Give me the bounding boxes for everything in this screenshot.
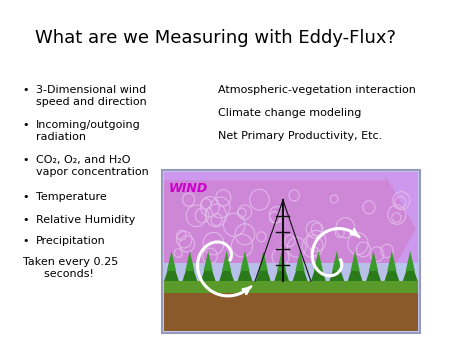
Text: •: • — [23, 192, 29, 202]
Text: Temperature: Temperature — [36, 192, 107, 202]
Polygon shape — [222, 251, 231, 271]
Polygon shape — [405, 251, 415, 271]
Polygon shape — [311, 259, 326, 281]
Polygon shape — [332, 251, 342, 271]
FancyBboxPatch shape — [164, 293, 418, 331]
Text: Relative Humidity: Relative Humidity — [36, 215, 135, 225]
Text: Incoming/outgoing
radiation: Incoming/outgoing radiation — [36, 120, 140, 142]
Polygon shape — [387, 251, 396, 271]
Polygon shape — [403, 259, 418, 281]
Polygon shape — [277, 251, 286, 271]
Polygon shape — [240, 251, 250, 271]
Polygon shape — [384, 259, 399, 281]
FancyBboxPatch shape — [162, 170, 419, 333]
Polygon shape — [167, 251, 176, 271]
Text: •: • — [23, 120, 29, 130]
Text: Taken every 0.25
      seconds!: Taken every 0.25 seconds! — [23, 257, 118, 279]
FancyBboxPatch shape — [164, 281, 418, 293]
Polygon shape — [329, 259, 344, 281]
Polygon shape — [219, 259, 234, 281]
Polygon shape — [314, 251, 323, 271]
Polygon shape — [164, 259, 179, 281]
Text: WIND: WIND — [169, 182, 208, 194]
FancyBboxPatch shape — [164, 172, 418, 331]
Polygon shape — [256, 259, 271, 281]
Polygon shape — [369, 251, 378, 271]
Text: Net Primary Productivity, Etc.: Net Primary Productivity, Etc. — [218, 131, 382, 141]
Polygon shape — [238, 259, 252, 281]
Text: 3-Dimensional wind
speed and direction: 3-Dimensional wind speed and direction — [36, 85, 147, 106]
Polygon shape — [274, 259, 289, 281]
Text: Climate change modeling: Climate change modeling — [218, 108, 361, 118]
Text: •: • — [23, 236, 29, 246]
Text: What are we Measuring with Eddy-Flux?: What are we Measuring with Eddy-Flux? — [35, 29, 396, 47]
Text: Atmospheric-vegetation interaction: Atmospheric-vegetation interaction — [218, 85, 416, 95]
Polygon shape — [201, 259, 216, 281]
Text: •: • — [23, 155, 29, 165]
Polygon shape — [366, 259, 381, 281]
Polygon shape — [259, 251, 268, 271]
Polygon shape — [295, 251, 305, 271]
Text: CO₂, O₂, and H₂O
vapor concentration: CO₂, O₂, and H₂O vapor concentration — [36, 155, 148, 176]
Polygon shape — [164, 175, 416, 283]
Polygon shape — [351, 251, 360, 271]
Polygon shape — [292, 259, 307, 281]
Text: Precipitation: Precipitation — [36, 236, 106, 246]
Text: •: • — [23, 85, 29, 95]
FancyBboxPatch shape — [164, 263, 418, 281]
Polygon shape — [182, 259, 197, 281]
Polygon shape — [185, 251, 194, 271]
Polygon shape — [203, 251, 213, 271]
Text: •: • — [23, 215, 29, 225]
Polygon shape — [348, 259, 363, 281]
